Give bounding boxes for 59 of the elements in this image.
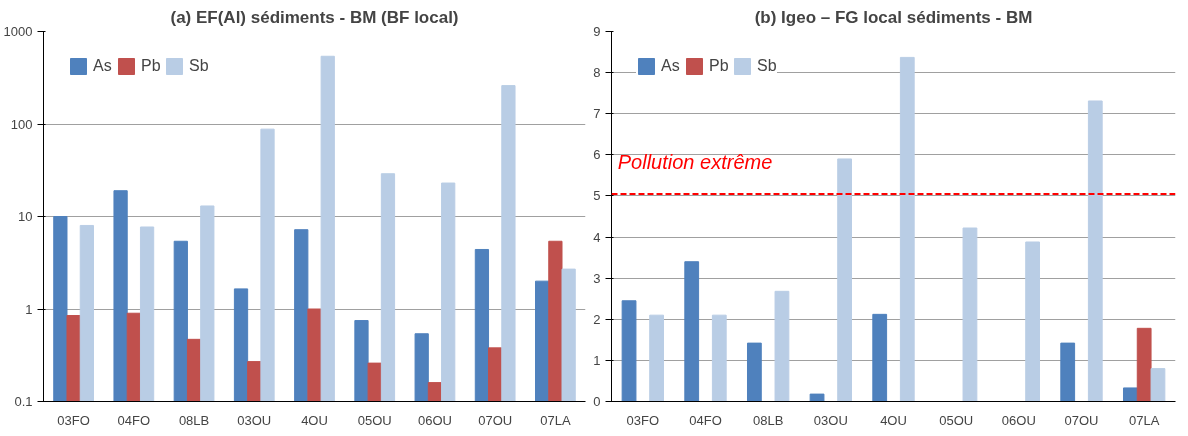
x-tick-label: 05OU (357, 412, 392, 428)
bar (621, 300, 637, 402)
x-tick-label: 03OU (813, 412, 848, 428)
x-tick-label: 04FO (689, 412, 722, 428)
x-tick-label: 07LA (1128, 412, 1160, 428)
bar (774, 290, 790, 402)
y-tick-label: 100 (10, 116, 33, 132)
bar (1025, 241, 1041, 402)
x-tick-label: 03OU (237, 412, 272, 428)
legend-label: Sb (189, 57, 209, 75)
bar (711, 314, 727, 402)
y-tick-label: 3 (593, 270, 601, 286)
y-tick-label: 1 (25, 301, 33, 317)
bar (1060, 342, 1076, 402)
x-tick-label: 4OU (301, 412, 328, 428)
y-tick-label: 0 (593, 394, 601, 409)
legend-label: Sb (757, 57, 777, 75)
bar (809, 393, 825, 402)
y-tick-label: 1 (593, 352, 601, 368)
x-tick-label: 03FO (626, 412, 660, 428)
x-tick-label: 06OU (417, 412, 452, 428)
x-tick-label: 04FO (117, 412, 151, 428)
bar (746, 342, 762, 402)
x-tick-label: 08LB (178, 412, 210, 428)
ref-line-label: Pollution extrême (617, 151, 773, 174)
chart-title: (b) Igeo – FG local sédiments - BM (754, 7, 1033, 27)
bar (1136, 327, 1152, 402)
bar (1150, 368, 1166, 402)
y-tick-label: 0.1 (14, 394, 33, 409)
bar (649, 314, 665, 402)
x-tick-label: 07OU (478, 412, 513, 428)
y-tick-label: 4 (593, 229, 601, 245)
y-tick-label: 7 (593, 106, 601, 122)
x-tick-label: 07LA (540, 412, 571, 428)
bar (1087, 100, 1103, 402)
y-tick-label: 1000 (3, 24, 33, 39)
chart-title: (a) EF(Al) sédiments - BM (BF local) (170, 7, 459, 27)
y-tick-label: 2 (593, 311, 601, 327)
bar (1122, 387, 1138, 402)
x-tick-label: 08LB (752, 412, 784, 428)
y-tick-label: 10 (18, 209, 33, 224)
x-tick-label: 07OU (1064, 412, 1099, 428)
y-tick-label: 6 (593, 147, 601, 163)
bar (684, 261, 700, 402)
x-tick-label: 05OU (939, 412, 974, 428)
x-tick-label: 4OU (880, 412, 907, 428)
bar (962, 227, 978, 402)
bar (837, 158, 853, 402)
y-tick-label: 9 (593, 24, 601, 39)
y-tick-label: 5 (593, 188, 601, 204)
bar (899, 56, 915, 402)
x-tick-label: 06OU (1001, 412, 1036, 428)
y-tick-label: 8 (593, 65, 601, 81)
legend-label: Pb (709, 57, 729, 75)
legend-label: As (93, 57, 113, 75)
bar (872, 313, 888, 402)
x-tick-label: 03FO (57, 412, 90, 428)
legend-label: As (661, 57, 681, 75)
legend-label: Pb (141, 57, 161, 75)
